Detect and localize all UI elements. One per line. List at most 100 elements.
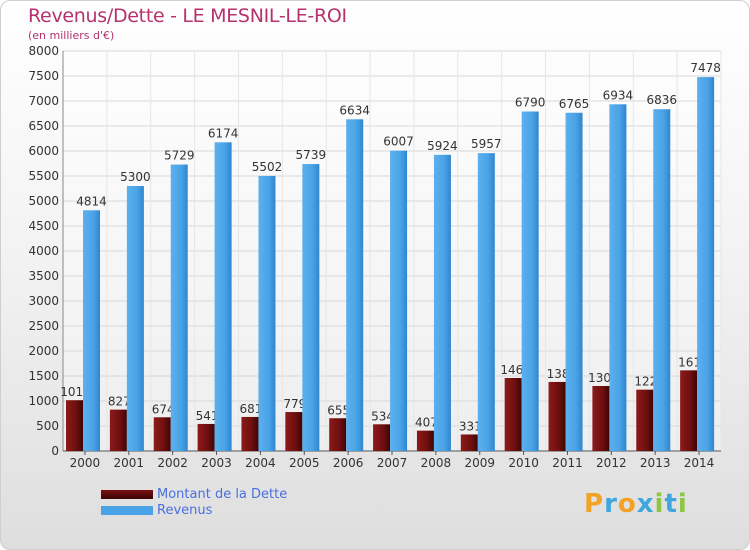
- bar-dette: [241, 416, 259, 451]
- bar-revenus: [565, 112, 583, 451]
- x-tick-label: 2008: [421, 456, 452, 470]
- logo-letter: r: [604, 489, 618, 519]
- data-label-revenus: 6790: [515, 96, 546, 110]
- logo-letter: t: [664, 489, 678, 519]
- logo-letter: P: [584, 489, 605, 519]
- bar-dette: [66, 400, 83, 451]
- y-tick-label: 1000: [28, 394, 59, 408]
- bar-revenus: [697, 77, 715, 451]
- chart-title: Revenus/Dette - LE MESNIL-LE-ROI: [28, 5, 347, 27]
- bar-revenus: [521, 111, 539, 451]
- data-label-dette: 146(: [500, 363, 528, 377]
- y-tick-label: 4000: [28, 244, 59, 258]
- bar-revenus: [83, 210, 100, 451]
- x-tick-label: 2011: [552, 456, 583, 470]
- y-tick-label: 7000: [28, 94, 59, 108]
- logo-letter: i: [654, 489, 665, 519]
- y-tick-label: 2000: [28, 344, 59, 358]
- bar-dette: [636, 389, 654, 451]
- y-tick-label: 3500: [28, 269, 59, 283]
- bar-revenus: [433, 154, 451, 452]
- x-tick-label: 2010: [508, 456, 539, 470]
- y-tick-label: 6500: [28, 119, 59, 133]
- logo-letter: o: [617, 489, 637, 519]
- data-label-revenus: 5300: [120, 170, 151, 184]
- y-tick-label: 0: [51, 444, 59, 458]
- data-label-dette: 331: [459, 419, 482, 433]
- bar-revenus: [609, 104, 627, 452]
- data-label-revenus: 6007: [383, 135, 414, 149]
- y-tick-label: 8000: [28, 44, 59, 58]
- data-label-revenus: 6174: [208, 126, 239, 140]
- y-tick-label: 500: [36, 419, 59, 433]
- x-tick-label: 2005: [289, 456, 320, 470]
- x-tick-label: 2014: [684, 456, 715, 470]
- chart-subtitle: (en milliers d'€): [28, 29, 115, 42]
- x-tick-label: 2006: [333, 456, 364, 470]
- x-tick-label: 2002: [157, 456, 188, 470]
- bar-dette: [153, 417, 171, 451]
- bar-dette: [329, 418, 347, 451]
- data-label-dette: 122: [634, 375, 657, 389]
- y-tick-label: 2500: [28, 319, 59, 333]
- bar-dette: [460, 434, 478, 451]
- bar-dette: [373, 424, 391, 451]
- x-tick-label: 2003: [201, 456, 232, 470]
- legend-label-dette: Montant de la Dette: [157, 487, 288, 502]
- x-tick-label: 2013: [640, 456, 671, 470]
- data-label-dette: 681: [240, 402, 263, 416]
- data-label-revenus: 5957: [471, 137, 502, 151]
- y-tick-label: 3000: [28, 294, 59, 308]
- y-tick-label: 4500: [28, 219, 59, 233]
- bar-dette: [680, 370, 698, 451]
- bar-revenus: [302, 164, 320, 452]
- data-label-revenus: 7478: [690, 61, 721, 75]
- y-tick-label: 5000: [28, 194, 59, 208]
- data-label-dette: 534: [371, 409, 394, 423]
- y-tick-label: 7500: [28, 69, 59, 83]
- bar-revenus: [477, 153, 495, 451]
- bar-revenus: [346, 119, 364, 452]
- legend-swatch-dette: [101, 490, 153, 499]
- data-label-revenus: 5502: [252, 160, 283, 174]
- data-label-revenus: 6934: [603, 88, 634, 102]
- data-label-dette: 138: [547, 367, 570, 381]
- data-label-dette: 130(: [588, 371, 616, 385]
- data-label-dette: 779: [283, 397, 306, 411]
- bar-revenus: [258, 175, 276, 451]
- data-label-dette: 407: [415, 416, 438, 430]
- proxiti-logo: Proxiti: [584, 489, 688, 519]
- bar-dette: [285, 412, 303, 451]
- bar-revenus: [214, 142, 232, 452]
- data-label-revenus: 6765: [559, 97, 590, 111]
- bar-revenus: [390, 150, 408, 451]
- data-label-revenus: 5739: [296, 148, 327, 162]
- data-label-revenus: 6634: [339, 103, 370, 117]
- logo-letter: x: [636, 489, 655, 519]
- bar-revenus: [170, 164, 188, 452]
- data-label-dette: 674: [152, 402, 175, 416]
- x-tick-label: 2000: [70, 456, 101, 470]
- legend-label-revenus: Revenus: [157, 503, 213, 518]
- data-label-dette: 655: [327, 403, 350, 417]
- y-tick-label: 6000: [28, 144, 59, 158]
- y-tick-label: 5500: [28, 169, 59, 183]
- x-tick-label: 2009: [464, 456, 495, 470]
- data-label-dette: 541: [196, 409, 219, 423]
- bar-revenus: [653, 109, 671, 451]
- bar-dette: [416, 430, 434, 451]
- bar-dette: [109, 409, 127, 451]
- x-tick-label: 2004: [245, 456, 276, 470]
- legend-swatch-revenus: [101, 506, 153, 515]
- data-label-revenus: 4814: [76, 194, 107, 208]
- x-tick-label: 2007: [377, 456, 408, 470]
- data-label-dette: 161: [678, 355, 701, 369]
- bar-dette: [592, 386, 610, 451]
- data-label-dette: 827: [108, 395, 131, 409]
- data-label-revenus: 5924: [427, 139, 458, 153]
- bar-revenus: [126, 186, 144, 451]
- x-tick-label: 2001: [114, 456, 145, 470]
- logo-letter: i: [677, 489, 688, 519]
